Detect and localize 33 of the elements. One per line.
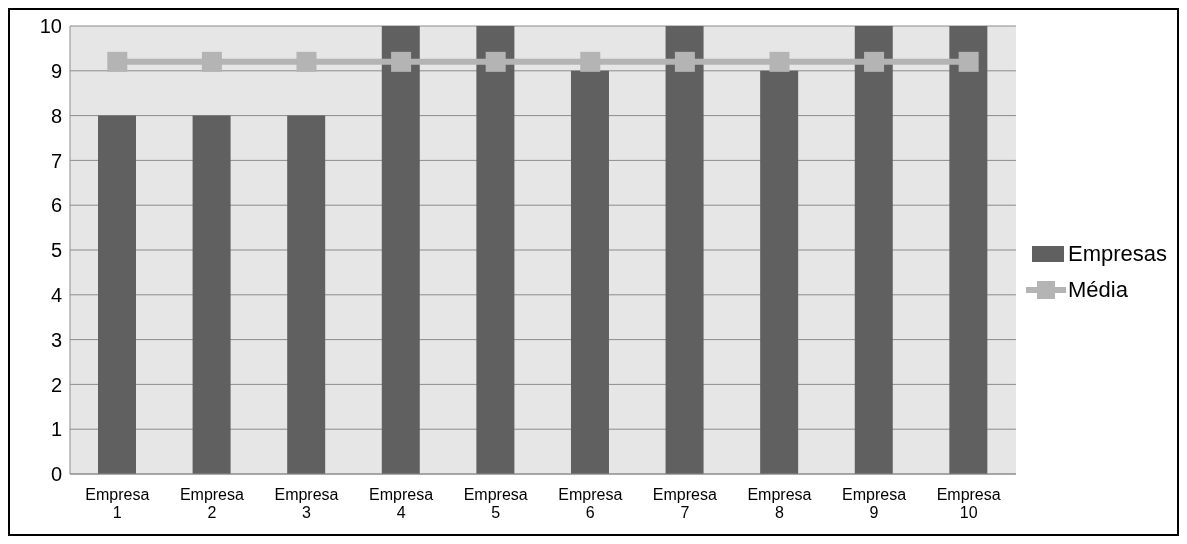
bar: [665, 26, 704, 474]
bar: [854, 26, 893, 474]
legend-label: Média: [1067, 277, 1128, 303]
bar: [98, 115, 136, 474]
bar: [192, 115, 231, 474]
y-tick-label: 0: [50, 463, 62, 486]
x-tick-label: Empresa 2: [179, 486, 244, 521]
x-tick-label: Empresa 3: [274, 486, 339, 521]
y-tick-label: 6: [50, 194, 62, 217]
y-tick-label: 9: [50, 59, 62, 82]
legend-label: Empresas: [1067, 241, 1167, 267]
y-tick-label: 4: [50, 283, 62, 306]
x-tick-label: Empresa 7: [652, 486, 717, 521]
y-tick-label: 2: [50, 373, 62, 396]
y-tick-label: 10: [39, 15, 62, 38]
bar: [760, 70, 799, 474]
x-tick-label: Empresa 5: [463, 486, 528, 521]
y-tick-label: 1: [50, 418, 62, 441]
y-tick-label: 7: [50, 149, 62, 172]
x-tick-label: Empresa 1: [85, 486, 150, 521]
bar: [476, 26, 515, 474]
x-tick-label: Empresa 8: [747, 486, 812, 521]
bar: [381, 26, 420, 474]
y-tick-label: 3: [50, 328, 62, 351]
x-tick-label: Empresa 10: [936, 486, 1001, 521]
bar: [287, 115, 326, 474]
x-tick-label: Empresa 6: [558, 486, 623, 521]
y-tick-label: 5: [50, 239, 62, 262]
bar: [949, 26, 988, 474]
x-tick-label: Empresa 4: [369, 486, 434, 521]
x-tick-label: Empresa 9: [842, 486, 907, 521]
bar: [570, 70, 609, 474]
y-tick-label: 8: [50, 104, 62, 127]
